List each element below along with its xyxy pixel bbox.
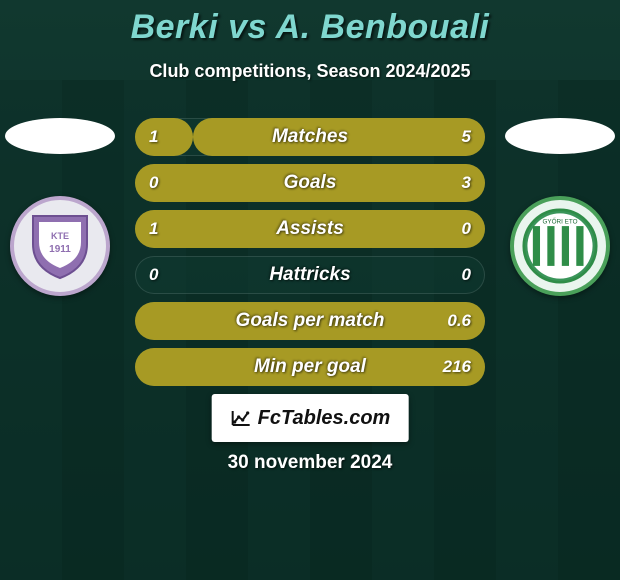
brand-text: FcTables.com xyxy=(258,407,391,430)
stat-value-right: 3 xyxy=(462,164,471,202)
svg-text:GYŐRI ETO: GYŐRI ETO xyxy=(542,216,577,225)
left-club-badge: KTE 1911 xyxy=(10,196,110,296)
stat-row-min-per-goal: Min per goal216 xyxy=(135,348,485,386)
eto-badge-icon: GYŐRI ETO xyxy=(522,208,598,284)
content-wrap: Berki vs A. Benbouali Club competitions,… xyxy=(0,0,620,580)
stat-label: Goals xyxy=(135,164,485,202)
stat-value-left: 1 xyxy=(149,210,158,248)
stat-value-left: 0 xyxy=(149,164,158,202)
stat-value-right: 0 xyxy=(462,256,471,294)
left-player-panel: KTE 1911 xyxy=(0,100,120,296)
stat-row-goals: Goals0 3 xyxy=(135,164,485,202)
stat-row-assists: Assists1 0 xyxy=(135,210,485,248)
stat-value-left: 0 xyxy=(149,256,158,294)
stat-row-goals-per-match: Goals per match0.6 xyxy=(135,302,485,340)
kte-shield-icon: KTE 1911 xyxy=(29,212,91,280)
chart-icon xyxy=(230,407,252,429)
right-player-panel: GYŐRI ETO xyxy=(500,100,620,296)
brand-logo[interactable]: FcTables.com xyxy=(212,394,409,442)
stat-label: Min per goal xyxy=(135,348,485,386)
stat-row-matches: Matches1 5 xyxy=(135,118,485,156)
right-player-name-plate xyxy=(505,118,615,154)
date-text: 30 november 2024 xyxy=(0,452,620,474)
stat-value-right: 216 xyxy=(443,348,471,386)
stat-row-hattricks: Hattricks0 0 xyxy=(135,256,485,294)
stat-label: Goals per match xyxy=(135,302,485,340)
svg-text:KTE: KTE xyxy=(51,231,69,241)
right-club-badge: GYŐRI ETO xyxy=(510,196,610,296)
stat-label: Matches xyxy=(135,118,485,156)
left-club-year: 1911 xyxy=(49,244,71,255)
comparison-bars: Matches15Goals03Assists10Hattricks00Goal… xyxy=(135,118,485,394)
stat-value-right: 0 xyxy=(462,210,471,248)
stat-label: Hattricks xyxy=(135,256,485,294)
stat-value-right: 0.6 xyxy=(447,302,471,340)
subtitle: Club competitions, Season 2024/2025 xyxy=(149,61,470,82)
stat-value-left: 1 xyxy=(149,118,158,156)
left-player-name-plate xyxy=(5,118,115,154)
stat-label: Assists xyxy=(135,210,485,248)
stat-value-right: 5 xyxy=(462,118,471,156)
page-title: Berki vs A. Benbouali xyxy=(131,8,490,47)
